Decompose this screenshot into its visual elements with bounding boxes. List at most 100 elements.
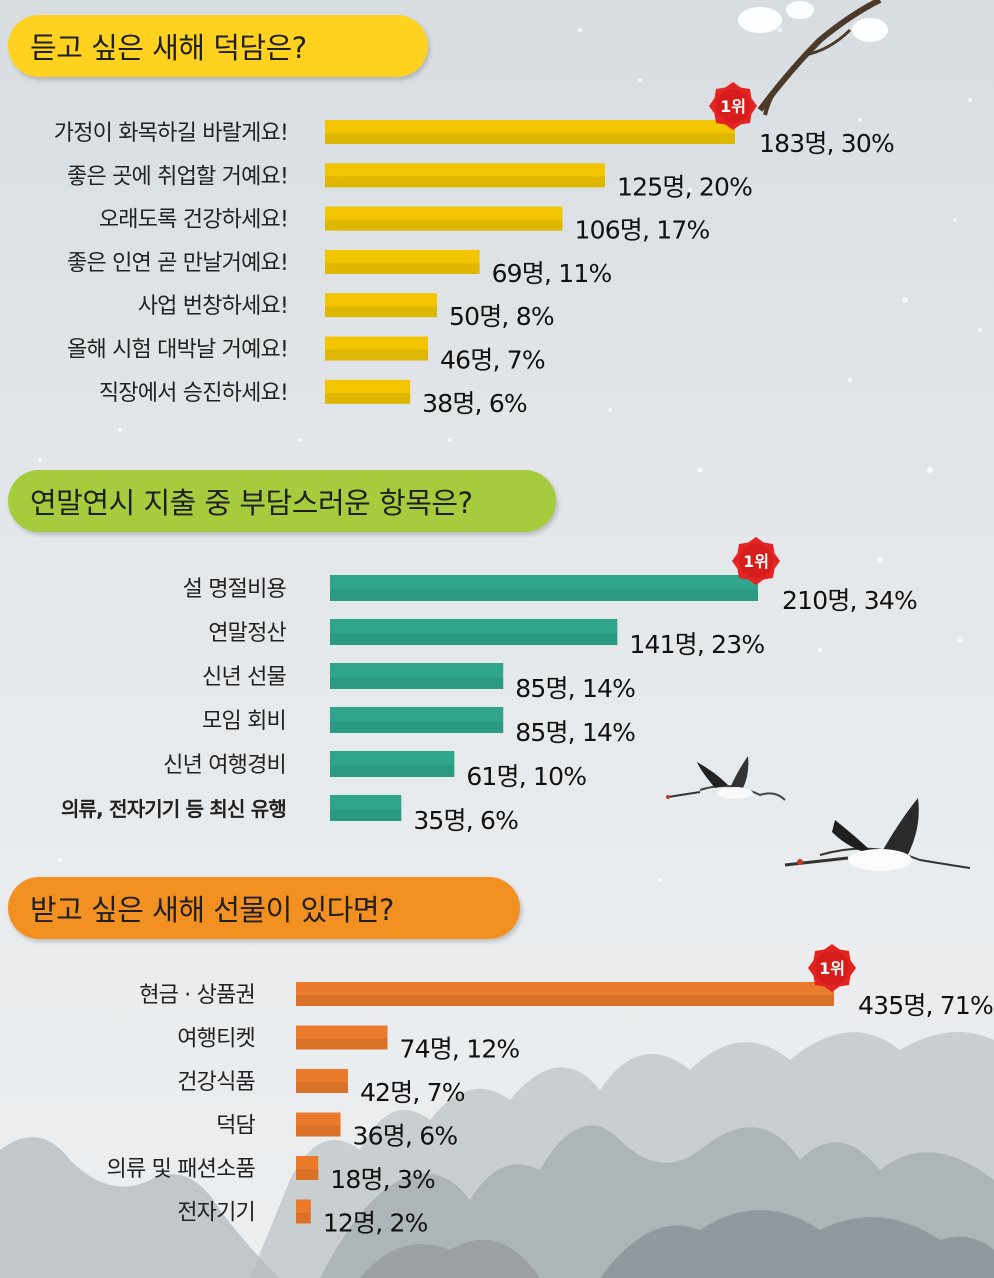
value-label: 141명, 23%	[629, 630, 764, 659]
chart2-row: 설 명절비용 210명, 34% 1위	[183, 537, 918, 615]
value-label: 38명, 6%	[422, 389, 527, 418]
bar	[330, 795, 402, 821]
category-label: 건강식품	[177, 1070, 255, 1095]
bar-shade	[296, 1082, 348, 1093]
bar	[296, 1112, 341, 1137]
bar-shade	[325, 176, 606, 188]
rank-badge: 1위	[808, 944, 856, 992]
chart1-row: 오래도록 건강하세요! 106명, 17%	[99, 206, 710, 245]
rank-badge-label: 1위	[743, 552, 769, 571]
bar-shade	[325, 393, 411, 404]
bar-shade	[330, 589, 758, 601]
bar	[325, 293, 438, 318]
chart2-row: 신년 선물 85명, 14%	[202, 663, 636, 703]
category-label: 의류, 전자기기 등 최신 유행	[61, 797, 286, 821]
value-label: 125명, 20%	[617, 172, 752, 201]
category-label: 오래도록 건강하세요!	[99, 208, 288, 233]
bar	[325, 120, 735, 144]
value-label: 35명, 6%	[413, 806, 518, 835]
value-label: 50명, 8%	[449, 302, 554, 331]
chart2-row: 의류, 전자기기 등 최신 유행 35명, 6%	[61, 795, 519, 835]
bar-shade	[296, 1038, 388, 1050]
category-label: 여행티켓	[177, 1027, 255, 1052]
category-label: 덕담	[216, 1114, 255, 1139]
mountain-illustration	[0, 1032, 994, 1278]
category-label: 모임 회비	[202, 709, 286, 734]
category-label: 신년 선물	[202, 665, 287, 690]
value-label: 106명, 17%	[574, 216, 709, 245]
chart3-row: 전자기기 12명, 2%	[177, 1199, 428, 1238]
chart3-row: 건강식품 42명, 7%	[177, 1069, 466, 1107]
bar-shade	[330, 721, 504, 733]
section1-title-pill: 듣고 싶은 새해 덕담은?	[8, 15, 428, 77]
value-label: 18명, 3%	[330, 1165, 435, 1194]
bar	[325, 206, 563, 231]
value-label: 42명, 7%	[360, 1078, 465, 1107]
rank-badge-label: 1위	[819, 959, 845, 978]
bar-shade	[330, 809, 402, 821]
bar	[325, 249, 480, 274]
category-label: 연말정산	[208, 621, 286, 646]
chart1-row: 좋은 인연 곧 만날거예요! 69명, 11%	[67, 249, 612, 288]
value-label: 183명, 30%	[759, 129, 894, 158]
bar	[296, 982, 834, 1006]
bar-shade	[330, 677, 504, 689]
crane-illustration	[666, 756, 971, 871]
bar-shade	[296, 1212, 311, 1224]
bar-shade	[296, 995, 834, 1006]
category-label: 신년 여행경비	[163, 753, 286, 778]
category-label: 가정이 화목하길 바랄게요!	[54, 121, 288, 146]
bar	[296, 1025, 388, 1050]
bar	[325, 379, 411, 404]
bar	[325, 336, 429, 361]
chart1-row: 사업 번창하세요! 50명, 8%	[138, 293, 555, 331]
bar-shade	[325, 263, 480, 274]
bar	[330, 751, 455, 777]
bar	[325, 163, 606, 188]
bar-shade	[296, 1169, 319, 1180]
bar	[296, 1199, 311, 1224]
bar	[330, 707, 504, 733]
chart2-row: 신년 여행경비 61명, 10%	[163, 751, 587, 791]
value-label: 74명, 12%	[400, 1035, 520, 1064]
section3-title-pill: 받고 싶은 새해 선물이 있다면?	[8, 877, 520, 939]
value-label: 69명, 11%	[492, 259, 612, 288]
value-label: 61명, 10%	[466, 762, 586, 791]
section2-title-pill: 연말연시 지출 중 부담스러운 항목은?	[8, 470, 556, 532]
value-label: 12명, 2%	[323, 1209, 428, 1238]
chart1-row: 가정이 화목하길 바랄게요! 183명, 30% 1위	[54, 82, 895, 158]
category-label: 전자기기	[177, 1201, 255, 1226]
chart1-row: 좋은 곳에 취업할 거예요! 125명, 20%	[67, 163, 753, 201]
category-label: 좋은 인연 곧 만날거예요!	[67, 251, 288, 276]
chart2-row: 연말정산 141명, 23%	[208, 619, 765, 659]
category-label: 설 명절비용	[183, 577, 287, 602]
bar	[330, 575, 758, 601]
chart2-row: 모임 회비 85명, 14%	[202, 707, 636, 747]
value-label: 36명, 6%	[353, 1122, 458, 1151]
bar	[296, 1156, 319, 1180]
bar-shade	[330, 765, 455, 777]
value-label: 46명, 7%	[440, 346, 545, 375]
section1-title: 듣고 싶은 새해 덕담은?	[30, 31, 307, 65]
chart3-row: 현금 · 상품권 435명, 71% 1위	[139, 944, 994, 1020]
bar-shade	[330, 633, 618, 645]
bar	[330, 663, 504, 689]
category-label: 사업 번창하세요!	[138, 294, 288, 319]
category-label: 의류 및 패션소품	[107, 1157, 256, 1182]
chart3-row: 여행티켓 74명, 12%	[177, 1025, 520, 1064]
bar-shade	[296, 1125, 341, 1137]
section2-title: 연말연시 지출 중 부담스러운 항목은?	[30, 486, 473, 520]
bar	[330, 619, 618, 645]
rank-badge-label: 1위	[720, 97, 746, 116]
category-label: 현금 · 상품권	[139, 983, 255, 1008]
rank-badge: 1위	[732, 537, 780, 585]
bar-shade	[325, 306, 438, 318]
bar-shade	[325, 349, 429, 361]
value-label: 435명, 71%	[858, 991, 993, 1020]
category-label: 올해 시험 대박날 거예요!	[67, 338, 288, 363]
chart3-row: 의류 및 패션소품 18명, 3%	[107, 1156, 436, 1194]
bar-shade	[325, 219, 563, 231]
chart1-row: 직장에서 승진하세요! 38명, 6%	[99, 379, 528, 418]
